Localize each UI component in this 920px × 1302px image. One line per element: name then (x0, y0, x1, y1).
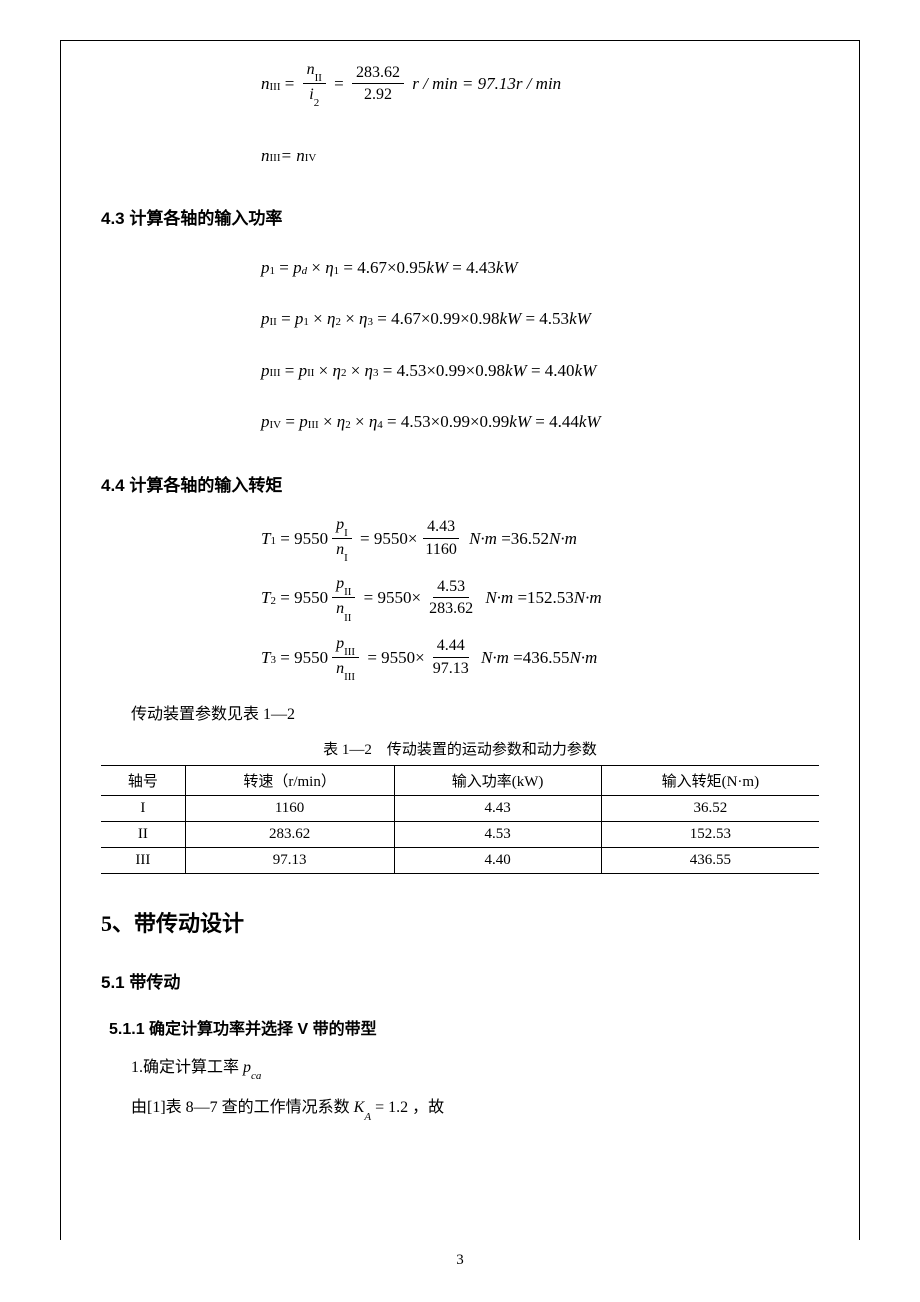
col-axis: 轴号 (101, 766, 185, 796)
col-speed: 转速（r/min） (185, 766, 394, 796)
heading-5-1-1: 5.1.1 确定计算功率并选择 V 带的带型 (109, 1015, 819, 1039)
table-header-row: 轴号 转速（r/min） 输入功率(kW) 输入转矩(N·m) (101, 766, 819, 796)
params-table: 轴号 转速（r/min） 输入功率(kW) 输入转矩(N·m) I 1160 4… (101, 765, 819, 874)
eq-n3-eq-n4: nIII = nIV (261, 137, 819, 174)
heading-4-3: 4.3 计算各轴的输入功率 (101, 204, 819, 229)
heading-5-1: 5.1 带传动 (101, 968, 819, 993)
eq-t1: T1 = 9550 pI nI = 9550× 4.43 1160 N·m = … (261, 516, 819, 562)
table-row: I 1160 4.43 36.52 (101, 796, 819, 822)
col-torque: 输入转矩(N·m) (601, 766, 819, 796)
eq-t3: T3 = 9550 pIII nIII = 9550× 4.44 97.13 N… (261, 635, 819, 681)
line-pca: 1.确定计算工率 pca (131, 1053, 819, 1079)
table-row: II 283.62 4.53 152.53 (101, 822, 819, 848)
heading-5: 5、带传动设计 (101, 906, 819, 938)
speed-equations: nIII = nII i2 = 283.62 2.92 r / min = 97… (101, 61, 819, 174)
power-equations: p1 = pd × η1 = 4.67×0.95kW = 4.43kW pII … (101, 249, 819, 441)
table-caption: 表 1—2 传动装置的运动参数和动力参数 (101, 738, 819, 759)
line-ka: 由[1]表 8—7 查的工作情况系数 KA = 1.2 ，故 (131, 1093, 819, 1119)
table-row: III 97.13 4.40 436.55 (101, 848, 819, 874)
content-frame: nIII = nII i2 = 283.62 2.92 r / min = 97… (60, 40, 860, 1240)
eq-p4: pIV = pIII × η2 × η4 = 4.53×0.99×0.99kW … (261, 403, 819, 440)
table-note: 传动装置参数见表 1—2 (131, 700, 819, 724)
eq-p3: pIII = pII × η2 × η3 = 4.53×0.99×0.98kW … (261, 352, 819, 389)
col-power: 输入功率(kW) (394, 766, 601, 796)
eq-p2: pII = p1 × η2 × η3 = 4.67×0.99×0.98kW = … (261, 300, 819, 337)
page: nIII = nII i2 = 283.62 2.92 r / min = 97… (0, 0, 920, 1299)
eq-t2: T2 = 9550 pII nII = 9550× 4.53 283.62 N·… (261, 575, 819, 621)
eq-p1: p1 = pd × η1 = 4.67×0.95kW = 4.43kW (261, 249, 819, 286)
torque-equations: T1 = 9550 pI nI = 9550× 4.43 1160 N·m = … (101, 516, 819, 681)
page-number: 3 (60, 1252, 860, 1269)
heading-4-4: 4.4 计算各轴的输入转矩 (101, 471, 819, 496)
eq-n3: nIII = nII i2 = 283.62 2.92 r / min = 97… (261, 61, 819, 107)
